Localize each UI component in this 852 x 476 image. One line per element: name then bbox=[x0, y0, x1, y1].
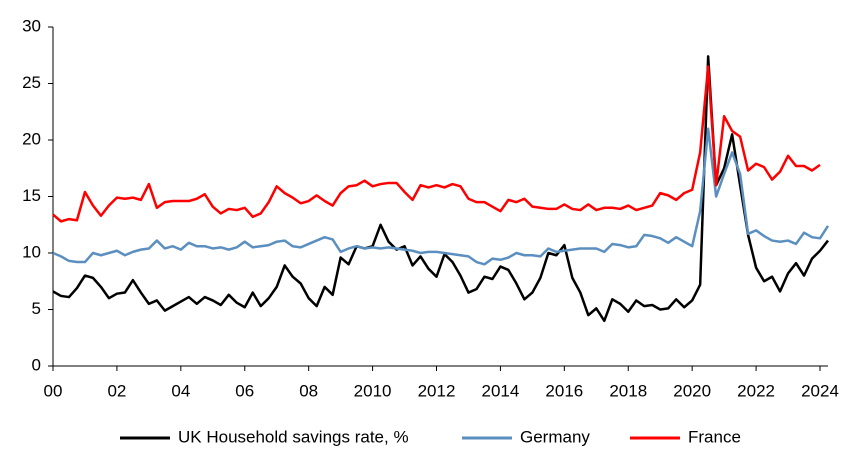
legend-label: France bbox=[688, 427, 741, 446]
x-tick-label: 06 bbox=[235, 381, 254, 400]
y-tick-label: 30 bbox=[22, 16, 41, 35]
x-tick-label: 2022 bbox=[737, 381, 775, 400]
x-tick-label: 2024 bbox=[801, 381, 839, 400]
x-tick-label: 00 bbox=[44, 381, 63, 400]
y-tick-label: 0 bbox=[32, 355, 41, 374]
x-tick-label: 04 bbox=[171, 381, 190, 400]
x-tick-label: 2018 bbox=[609, 381, 647, 400]
x-tick-label: 2016 bbox=[545, 381, 583, 400]
series-line bbox=[52, 65, 821, 223]
x-tick-label: 2014 bbox=[482, 381, 520, 400]
series-line bbox=[52, 127, 830, 266]
x-tick-label: 2010 bbox=[354, 381, 392, 400]
x-tick-label: 2012 bbox=[418, 381, 456, 400]
y-tick-label: 5 bbox=[32, 299, 41, 318]
y-tick-label: 20 bbox=[22, 129, 41, 148]
series-line bbox=[52, 55, 829, 323]
x-tick-label: 2020 bbox=[673, 381, 711, 400]
y-tick-label: 15 bbox=[22, 186, 41, 205]
y-tick-label: 25 bbox=[22, 73, 41, 92]
x-tick-label: 08 bbox=[299, 381, 318, 400]
legend-label: Germany bbox=[520, 427, 590, 446]
y-tick-label: 10 bbox=[22, 242, 41, 261]
legend-label: UK Household savings rate, % bbox=[178, 427, 409, 446]
x-tick-label: 02 bbox=[107, 381, 126, 400]
